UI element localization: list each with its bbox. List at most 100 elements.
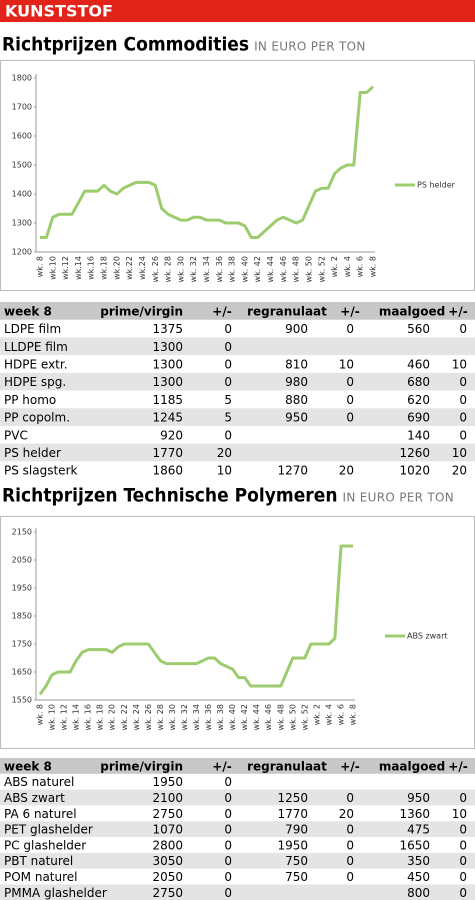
table-cell: 880 bbox=[285, 393, 308, 407]
table-cell: 0 bbox=[459, 393, 467, 407]
table-cell: 0 bbox=[459, 322, 467, 336]
header: KUNSTSTOF bbox=[5, 2, 113, 21]
table-cell: 2050 bbox=[152, 870, 183, 884]
table-cell: 0 bbox=[459, 411, 467, 425]
table-cell: 0 bbox=[346, 375, 354, 389]
table-cell: 20 bbox=[339, 464, 354, 478]
row-label: PP homo bbox=[4, 393, 56, 407]
x-tick-label: wk. 46 bbox=[279, 256, 288, 282]
x-tick-label: wk. 50 bbox=[288, 704, 297, 730]
column-header: +/- bbox=[340, 759, 359, 773]
x-tick-label: wk. 50 bbox=[304, 256, 313, 282]
table-cell: 920 bbox=[160, 428, 183, 442]
column-header: prime/virgin bbox=[100, 304, 183, 318]
table-cell: 1860 bbox=[152, 464, 183, 478]
x-tick-label: wk. 32 bbox=[180, 704, 189, 730]
x-tick-label: wk. 8 bbox=[36, 256, 45, 277]
line-series bbox=[40, 85, 375, 239]
table-cell: 950 bbox=[407, 791, 430, 805]
x-tick-label: wk. 44 bbox=[266, 256, 275, 282]
table-cell: 750 bbox=[285, 870, 308, 884]
table-cell: 1020 bbox=[399, 464, 430, 478]
x-tick-label: wk. 38 bbox=[216, 704, 225, 730]
table-header-bg bbox=[0, 302, 475, 320]
y-tick-label: 1750 bbox=[12, 640, 32, 649]
x-tick-label: wk. 16 bbox=[84, 704, 93, 730]
x-tick-label: wk. 46 bbox=[264, 704, 273, 730]
table-cell: 0 bbox=[224, 791, 232, 805]
row-label: PVC bbox=[4, 428, 28, 442]
column-header: regranulaat bbox=[247, 759, 327, 773]
x-tick-label: wk. 4 bbox=[324, 704, 333, 725]
x-tick-label: wk. 20 bbox=[108, 704, 117, 730]
column-header: maalgoed bbox=[379, 304, 445, 318]
x-tick-label: wk. 42 bbox=[253, 256, 262, 282]
x-tick-label: wk. 34 bbox=[202, 256, 211, 282]
row-label: PET glashelder bbox=[4, 823, 93, 837]
table-cell: 690 bbox=[407, 411, 430, 425]
row-bg bbox=[0, 337, 475, 356]
y-tick-label: 1500 bbox=[12, 161, 32, 170]
row-label: HDPE extr. bbox=[4, 357, 68, 371]
table-cell: 560 bbox=[407, 322, 430, 336]
table-cell: 20 bbox=[217, 446, 232, 460]
x-tick-label: wk. 8 bbox=[36, 704, 45, 725]
column-header: +/- bbox=[340, 304, 359, 318]
row-label: PMMA glashelder bbox=[4, 886, 107, 900]
table-cell: 0 bbox=[224, 807, 232, 821]
table-cell: 0 bbox=[459, 886, 467, 900]
row-label: PBT naturel bbox=[4, 854, 73, 868]
column-header: week 8 bbox=[4, 304, 52, 318]
table-cell: 1260 bbox=[399, 446, 430, 460]
column-header: +/- bbox=[212, 759, 231, 773]
table-cell: 0 bbox=[346, 870, 354, 884]
table-cell: 10 bbox=[452, 446, 467, 460]
x-tick-label: wk.12 bbox=[61, 256, 70, 280]
table-cell: 1300 bbox=[152, 340, 183, 354]
x-tick-label: wk. 28 bbox=[156, 704, 165, 730]
table-cell: 1300 bbox=[152, 375, 183, 389]
row-label: POM naturel bbox=[4, 870, 78, 884]
table-cell: 2800 bbox=[152, 838, 183, 852]
header-bar bbox=[0, 0, 475, 22]
section-title: Richtprijzen Commodities bbox=[2, 34, 249, 56]
row-bg bbox=[0, 408, 475, 426]
table-cell: 1185 bbox=[152, 393, 183, 407]
x-tick-label: wk. 6 bbox=[356, 256, 365, 277]
table-cell: 10 bbox=[339, 357, 354, 371]
table-cell: 680 bbox=[407, 375, 430, 389]
row-label: ABS naturel bbox=[4, 775, 74, 789]
x-tick-label: wk. 22 bbox=[120, 704, 129, 730]
x-tick-label: wk. 8 bbox=[369, 256, 378, 277]
row-label: PP copolm. bbox=[4, 411, 70, 425]
y-tick-label: 1550 bbox=[12, 696, 32, 705]
x-tick-label: wk.16 bbox=[87, 256, 96, 280]
row-label: PS slagsterk bbox=[4, 464, 77, 478]
y-tick-label: 1800 bbox=[12, 74, 32, 83]
x-tick-label: wk. 48 bbox=[276, 704, 285, 730]
y-tick-label: 1950 bbox=[12, 584, 32, 593]
table-cell: 0 bbox=[459, 791, 467, 805]
x-tick-label: wk. 2 bbox=[330, 256, 339, 277]
table-cell: 790 bbox=[285, 823, 308, 837]
table-cell: 0 bbox=[224, 838, 232, 852]
table-cell: 350 bbox=[407, 854, 430, 868]
table-cell: 1250 bbox=[277, 791, 308, 805]
row-label: PS helder bbox=[4, 446, 61, 460]
x-tick-label: wk. 40 bbox=[228, 704, 237, 730]
table-cell: 0 bbox=[224, 428, 232, 442]
x-tick-label: wk. 36 bbox=[204, 704, 213, 730]
table-cell: 450 bbox=[407, 870, 430, 884]
x-tick-label: wk. 24 bbox=[132, 704, 141, 730]
table-cell: 1950 bbox=[152, 775, 183, 789]
table-cell: 1770 bbox=[277, 807, 308, 821]
row-label: ABS zwart bbox=[4, 791, 65, 805]
y-tick-label: 1650 bbox=[12, 668, 32, 677]
x-tick-label: wk. 30 bbox=[176, 256, 185, 282]
x-tick-label: wk. 26 bbox=[151, 256, 160, 282]
table-cell: 1650 bbox=[399, 838, 430, 852]
y-tick-label: 1400 bbox=[12, 190, 32, 199]
x-tick-label: wk.14 bbox=[74, 256, 83, 280]
x-tick-label: wk. 32 bbox=[189, 256, 198, 282]
